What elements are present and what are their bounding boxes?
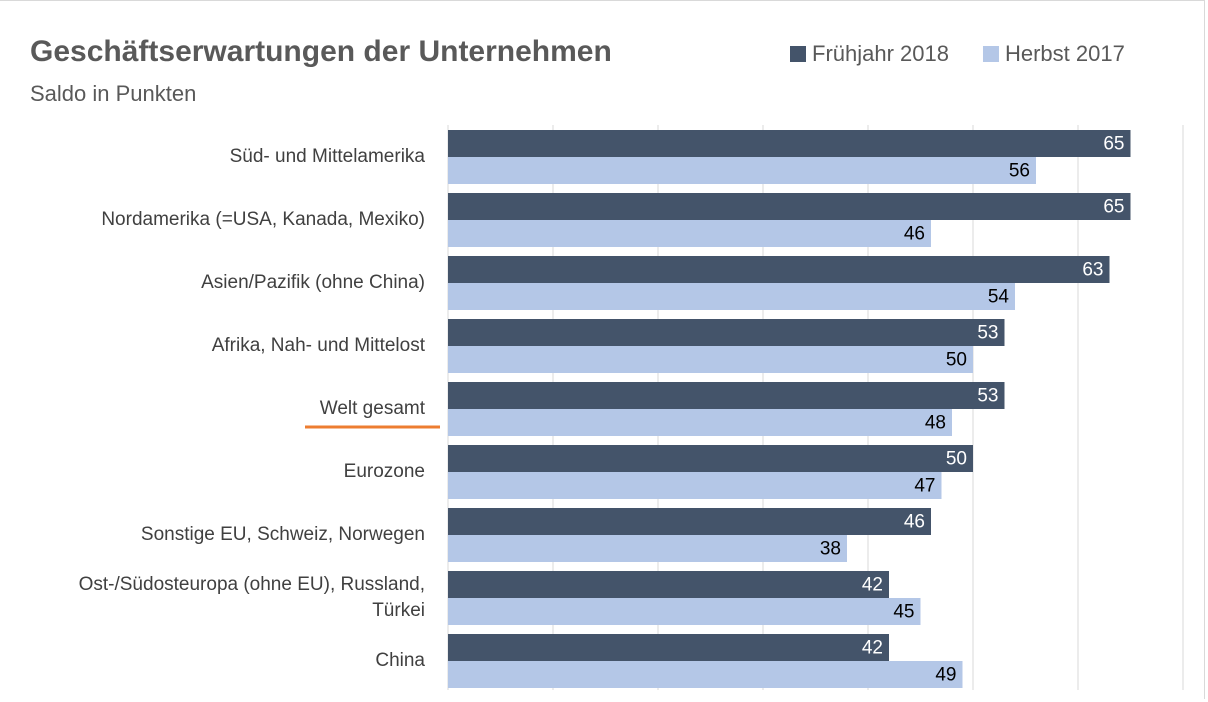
value-label: 63 bbox=[1082, 260, 1103, 281]
value-label: 38 bbox=[820, 539, 841, 560]
value-label: 53 bbox=[977, 323, 998, 344]
bar bbox=[448, 256, 1110, 283]
category-text: Süd- und Mittelamerika bbox=[229, 146, 425, 167]
category-text: Nordamerika (=USA, Kanada, Mexiko) bbox=[101, 209, 425, 230]
value-label: 50 bbox=[946, 449, 967, 470]
value-label: 53 bbox=[977, 386, 998, 407]
legend-swatch bbox=[982, 46, 999, 62]
value-label: 65 bbox=[1103, 134, 1124, 155]
value-label: 56 bbox=[1009, 161, 1030, 182]
value-label: 42 bbox=[862, 575, 883, 596]
bar bbox=[448, 283, 1015, 310]
bar bbox=[448, 220, 931, 247]
category-label: Süd- und Mittelamerika bbox=[20, 130, 425, 184]
value-label: 46 bbox=[904, 224, 925, 245]
chart-title: Geschäftserwartungen der Unternehmen bbox=[30, 35, 612, 68]
bar bbox=[448, 571, 889, 598]
category-label: Nordamerika (=USA, Kanada, Mexiko) bbox=[20, 193, 425, 247]
category-text: Welt gesamt bbox=[319, 398, 425, 419]
bar bbox=[448, 508, 931, 535]
category-label: Sonstige EU, Schweiz, Norwegen bbox=[20, 508, 425, 562]
bar bbox=[448, 445, 973, 472]
value-label: 54 bbox=[988, 287, 1010, 308]
category-text: Sonstige EU, Schweiz, Norwegen bbox=[140, 524, 425, 545]
value-label: 65 bbox=[1103, 197, 1124, 218]
chart-subtitle: Saldo in Punkten bbox=[30, 81, 196, 106]
legend-label: Herbst 2017 bbox=[1005, 41, 1125, 66]
value-label: 46 bbox=[904, 512, 925, 533]
bar bbox=[448, 130, 1131, 157]
legend-label: Frühjahr 2018 bbox=[812, 41, 949, 66]
category-label: China bbox=[20, 634, 425, 688]
category-text: Afrika, Nah- und Mittelost bbox=[211, 335, 425, 356]
value-label: 47 bbox=[914, 476, 935, 497]
category-label: Eurozone bbox=[20, 445, 425, 499]
bar bbox=[448, 634, 889, 661]
bar bbox=[448, 598, 921, 625]
category-label: Ost-/Südosteuropa (ohne EU), Russland, T… bbox=[20, 571, 425, 625]
value-label: 45 bbox=[893, 602, 914, 623]
bar bbox=[448, 346, 973, 373]
category-text: China bbox=[375, 650, 425, 671]
legend-swatch bbox=[790, 46, 806, 62]
bar bbox=[448, 409, 952, 436]
bar bbox=[448, 472, 942, 499]
category-text: Ost-/Südosteuropa (ohne EU), Russland, T… bbox=[78, 574, 425, 621]
category-label: Welt gesamt bbox=[20, 382, 425, 436]
category-text: Eurozone bbox=[343, 461, 425, 482]
value-label: 50 bbox=[946, 350, 967, 371]
category-text: Asien/Pazifik (ohne China) bbox=[201, 272, 425, 293]
category-label: Afrika, Nah- und Mittelost bbox=[20, 319, 425, 373]
bar bbox=[448, 319, 1005, 346]
value-label: 42 bbox=[862, 638, 883, 659]
bar bbox=[448, 382, 1005, 409]
value-label: 48 bbox=[925, 413, 946, 434]
category-label: Asien/Pazifik (ohne China) bbox=[20, 256, 425, 310]
value-label: 49 bbox=[935, 665, 956, 686]
bar bbox=[448, 157, 1036, 184]
bar bbox=[448, 193, 1131, 220]
bar bbox=[448, 661, 963, 688]
bar bbox=[448, 535, 847, 562]
